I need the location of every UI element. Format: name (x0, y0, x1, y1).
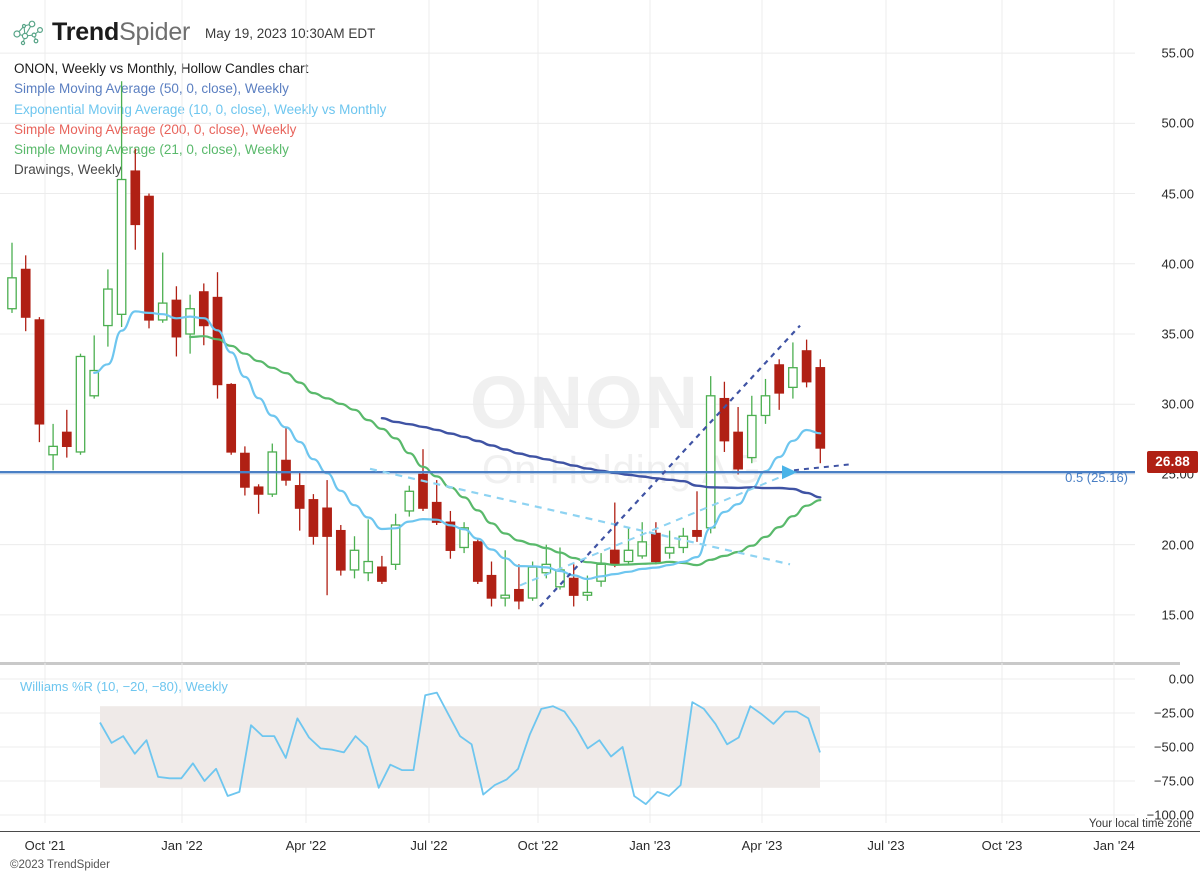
legend-item-drawings[interactable]: Drawings, Weekly (14, 162, 122, 178)
time-axis-line (0, 831, 1200, 832)
price-axis-tick: 45.00 (1161, 186, 1194, 202)
time-axis-tick: Apr '23 (741, 838, 783, 853)
legend-item-sma200[interactable]: Simple Moving Average (200, 0, close), W… (14, 121, 297, 137)
pane-divider (0, 662, 1180, 665)
chart-legend: ONON, Weekly vs Monthly, Hollow Candles … (14, 59, 386, 181)
williams-axis-tick: 0.00 (1168, 671, 1194, 687)
williams-axis-tick: −75.00 (1153, 773, 1194, 789)
copyright-text: ©2023 TrendSpider (10, 859, 110, 871)
legend-item-sma21[interactable]: Simple Moving Average (21, 0, close), We… (14, 142, 289, 158)
time-axis-tick: Jan '22 (161, 838, 203, 853)
time-axis-tick: Oct '21 (24, 838, 66, 853)
overlay-indicator-lines (0, 310, 1135, 608)
price-axis-tick: 20.00 (1161, 537, 1194, 553)
williams-r-pane[interactable] (0, 663, 1135, 823)
price-axis-tick: 15.00 (1161, 607, 1194, 623)
brand-light: Spider (119, 18, 191, 46)
candlestick-series (7, 81, 826, 610)
williams-axis-tick: −25.00 (1153, 705, 1194, 721)
time-axis-tick: Oct '22 (517, 838, 559, 853)
price-axis-tick: 55.00 (1161, 45, 1194, 61)
time-axis-tick: Jan '24 (1093, 838, 1135, 853)
williams-r-legend[interactable]: Williams %R (10, −20, −80), Weekly (20, 679, 228, 694)
williams-axis-tick: −100.00 (1146, 807, 1194, 823)
last-price-badge: 26.88 (1147, 451, 1198, 473)
williams-overbought-oversold-band (100, 706, 820, 788)
brand-wordmark: TrendSpider (52, 18, 190, 47)
time-axis-tick: Jan '23 (629, 838, 671, 853)
legend-item-sma50[interactable]: Simple Moving Average (50, 0, close), We… (14, 81, 289, 97)
price-axis-tick: 30.00 (1161, 396, 1194, 412)
price-axis-tick: 50.00 (1161, 115, 1194, 131)
fibonacci-level-label: 0.5 (25.16) (1065, 470, 1128, 485)
timezone-note: Your local time zone (1088, 818, 1192, 830)
williams-r-line (99, 691, 821, 805)
price-axis-tick: 35.00 (1161, 326, 1194, 342)
price-chart-pane[interactable] (0, 0, 1135, 663)
legend-chart-title: ONON, Weekly vs Monthly, Hollow Candles … (14, 61, 309, 76)
time-axis-tick: Jul '23 (867, 838, 905, 853)
watermark-symbol: ONON (470, 361, 700, 444)
williams-axis-tick: −50.00 (1153, 739, 1194, 755)
brand-bold: Trend (52, 18, 120, 46)
price-gridlines (0, 0, 1135, 663)
time-axis-tick: Apr '22 (285, 838, 327, 853)
time-axis-tick: Oct '23 (981, 838, 1023, 853)
trendspider-web-logo-icon (13, 20, 44, 46)
app-header: TrendSpider May 19, 2023 10:30AM EDT (0, 0, 1200, 56)
price-axis-tick: 40.00 (1161, 256, 1194, 272)
legend-item-ema10[interactable]: Exponential Moving Average (10, 0, close… (14, 101, 387, 117)
time-axis-tick: Jul '22 (410, 838, 448, 853)
timestamp: May 19, 2023 10:30AM EDT (205, 26, 376, 41)
